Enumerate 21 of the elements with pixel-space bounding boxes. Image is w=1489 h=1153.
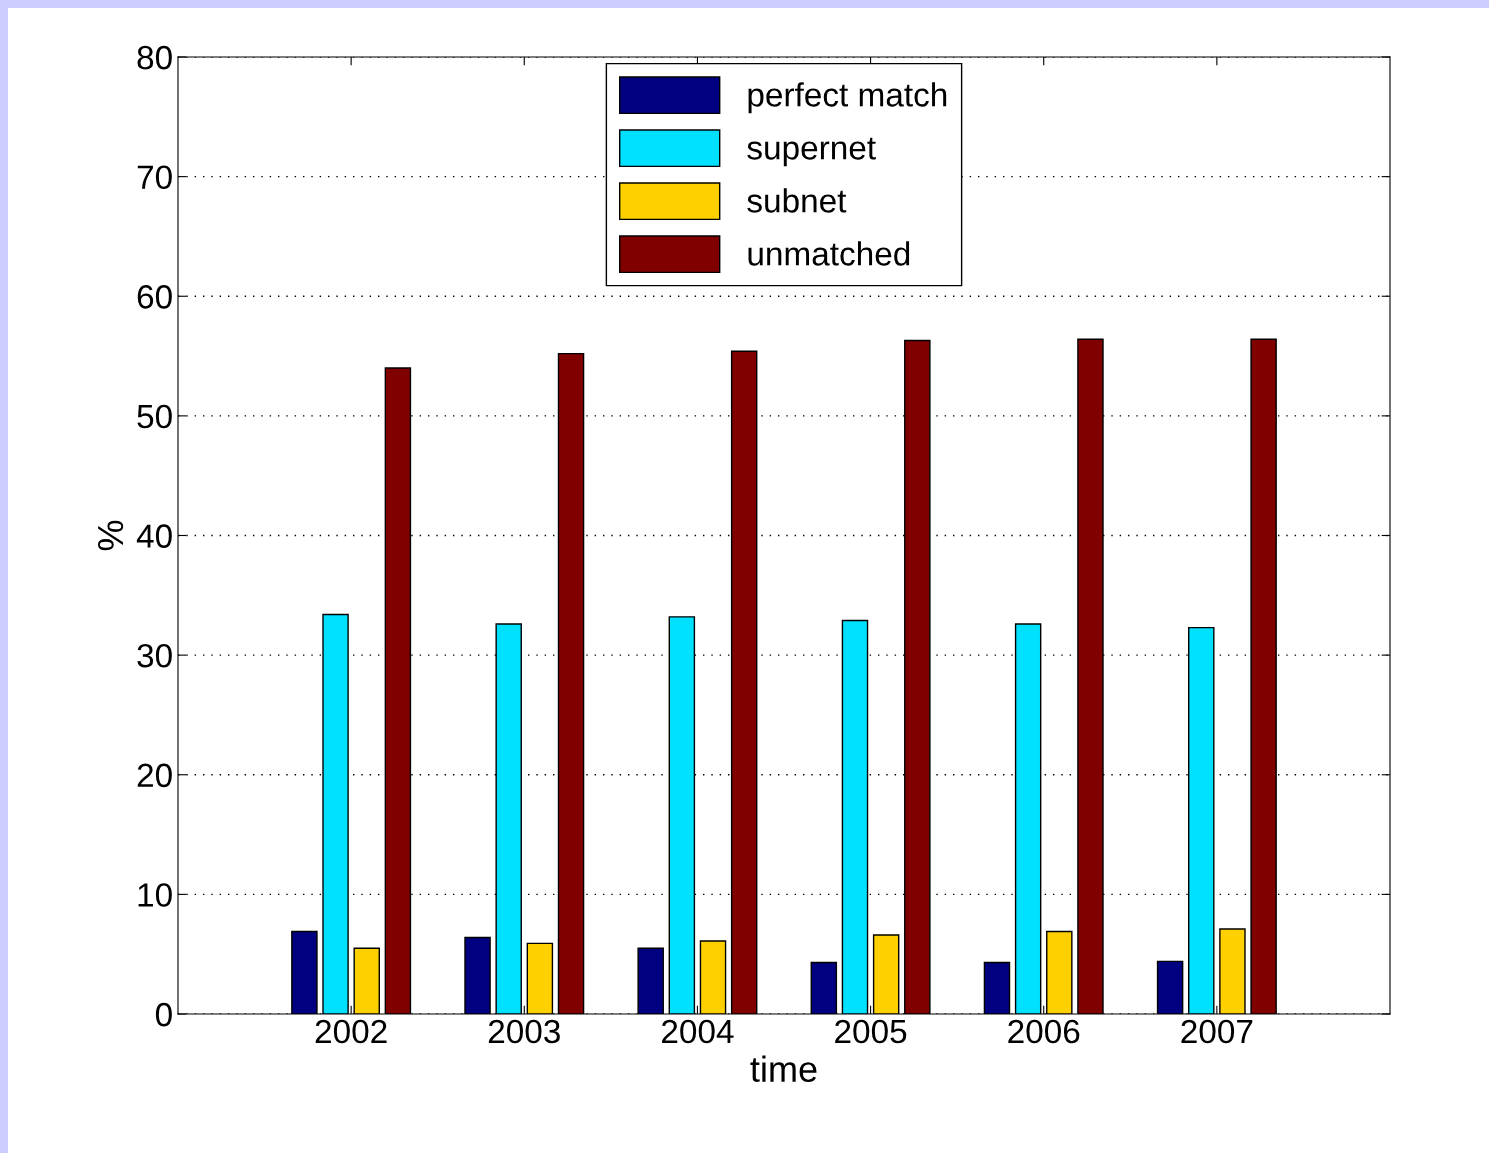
y-axis-title: % (97, 520, 124, 551)
y-tick-label: 0 (155, 1002, 172, 1027)
x-tick-label: 2006 (1008, 1019, 1080, 1044)
x-tick-label: 2004 (662, 1019, 734, 1044)
y-tick-label: 50 (137, 404, 172, 429)
x-tick-label: 2003 (488, 1019, 560, 1044)
legend-label: supernet (747, 137, 876, 167)
y-tick-label: 60 (137, 285, 172, 309)
x-axis-title: time (750, 1055, 817, 1083)
x-tick-label: 2007 (1181, 1019, 1253, 1044)
x-tick-label: 2005 (835, 1019, 907, 1044)
legend-label: unmatched (748, 241, 910, 266)
x-tick-label: 2002 (315, 1019, 387, 1044)
legend-label: perfect match (748, 82, 947, 114)
y-tick-label: 20 (137, 763, 172, 788)
y-tick-label: 10 (138, 883, 172, 907)
y-tick-label: 30 (137, 643, 172, 668)
y-tick-label: 40 (136, 524, 172, 548)
y-tick-label: 80 (137, 45, 172, 70)
y-tick-label: 70 (137, 165, 172, 190)
legend-label: subnet (747, 188, 847, 213)
